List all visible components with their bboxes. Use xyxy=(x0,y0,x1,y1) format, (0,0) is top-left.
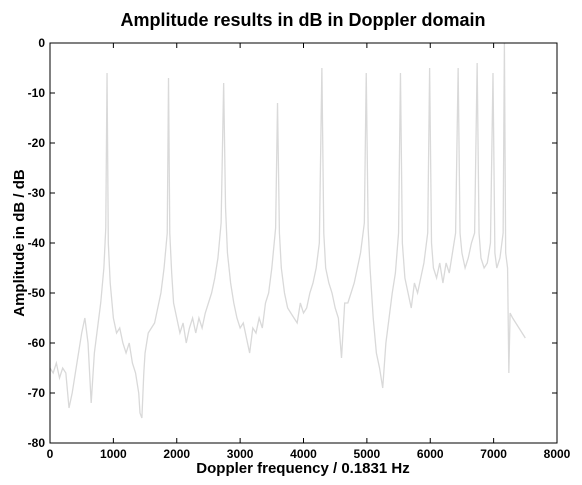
y-tick-label: 0 xyxy=(38,36,45,50)
x-tick-label: 6000 xyxy=(417,447,444,461)
x-tick-label: 4000 xyxy=(290,447,317,461)
y-tick-label: -20 xyxy=(28,136,46,150)
x-tick-label: 8000 xyxy=(544,447,571,461)
y-tick-label: -70 xyxy=(28,386,46,400)
x-tick-label: 0 xyxy=(47,447,54,461)
x-tick-label: 7000 xyxy=(480,447,507,461)
x-tick-label: 2000 xyxy=(163,447,190,461)
x-tick-label: 3000 xyxy=(227,447,254,461)
y-tick-label: -40 xyxy=(28,236,46,250)
data-line xyxy=(49,42,526,419)
y-tick-label: -30 xyxy=(28,186,46,200)
y-tick-label: -50 xyxy=(28,286,46,300)
chart-title: Amplitude results in dB in Doppler domai… xyxy=(120,10,485,30)
y-axis-label: Amplitude in dB / dB xyxy=(11,169,28,317)
x-tick-label: 5000 xyxy=(354,447,381,461)
x-axis-label: Doppler frequency / 0.1831 Hz xyxy=(196,460,409,477)
plot-frame xyxy=(49,42,558,444)
x-tick-label: 1000 xyxy=(100,447,127,461)
y-tick-label: -60 xyxy=(28,336,46,350)
y-tick-label: -10 xyxy=(28,86,46,100)
y-tick-label: -80 xyxy=(28,436,46,450)
